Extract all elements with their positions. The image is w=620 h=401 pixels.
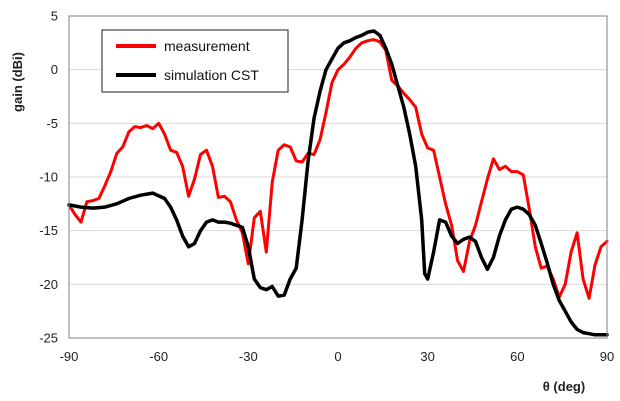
y-tick-label: -15 [39, 223, 58, 238]
legend-label-simulation-cst: simulation CST [164, 67, 259, 83]
y-tick-label: -10 [39, 170, 58, 185]
horizontal-gridlines [69, 69, 607, 285]
x-tick-labels: -90 -60 -30 0 30 60 90 [60, 349, 615, 364]
legend-label-measurement: measurement [164, 38, 250, 54]
x-tick-label: 0 [334, 349, 341, 364]
y-tick-labels: 5 0 -5 -10 -15 -20 -25 [39, 9, 58, 346]
series-line-measurement [67, 38, 609, 300]
x-axis-title: θ (deg) [543, 379, 585, 394]
x-tick-label: -90 [60, 349, 79, 364]
series-lines [67, 29, 609, 337]
y-tick-label: -5 [46, 116, 58, 131]
legend: measurement simulation CST [101, 29, 289, 93]
x-tick-label: -60 [149, 349, 168, 364]
x-tick-label: 60 [510, 349, 524, 364]
y-tick-label: -20 [39, 277, 58, 292]
x-tick-label: -30 [239, 349, 258, 364]
y-tick-label: 5 [51, 9, 58, 24]
y-tick-label: -25 [39, 331, 58, 346]
legend-box [101, 29, 289, 93]
y-tick-label: 0 [51, 62, 58, 77]
series-line-simulation-cst [67, 29, 609, 337]
x-tick-label: 30 [420, 349, 434, 364]
x-tick-label: 90 [600, 349, 614, 364]
plot-frame [68, 15, 608, 339]
y-axis-title: gain (dBi) [10, 52, 25, 112]
